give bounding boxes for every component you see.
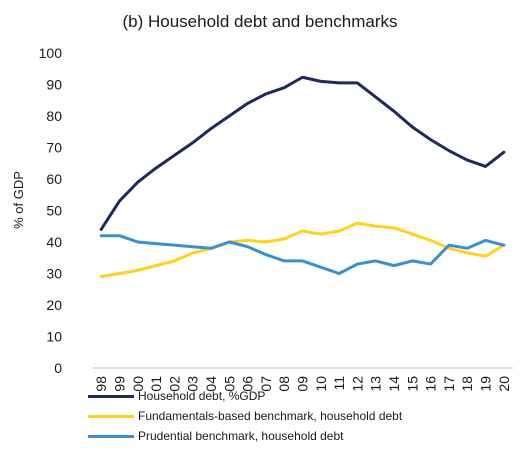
x-tick-label: 09 xyxy=(295,376,311,392)
y-tick-label: 0 xyxy=(54,360,62,376)
y-tick-label: 70 xyxy=(46,140,62,156)
y-tick-label: 80 xyxy=(46,108,62,124)
series-line-0 xyxy=(99,75,506,231)
y-tick-label: 90 xyxy=(46,77,62,93)
x-tick-label: 08 xyxy=(276,376,292,392)
x-tick-label: 18 xyxy=(459,376,475,392)
x-tick-label: 20 xyxy=(496,376,512,392)
x-tick-label: 17 xyxy=(441,376,457,392)
legend-label-household-debt: Household debt, %GDP xyxy=(138,389,266,403)
legend-swatch-household-debt xyxy=(88,394,134,398)
x-tick-label: 10 xyxy=(313,376,329,392)
legend: Household debt, %GDP Fundamentals-based … xyxy=(88,386,402,446)
series-line-2 xyxy=(99,234,506,275)
x-tick-label: 07 xyxy=(258,376,274,392)
x-tick-label: 99 xyxy=(111,376,127,392)
y-tick-label: 30 xyxy=(46,266,62,282)
x-tick-label: 01 xyxy=(148,376,164,392)
legend-item-prudential-benchmark: Prudential benchmark, household debt xyxy=(88,426,402,446)
x-tick-label: 04 xyxy=(203,376,219,392)
y-tick-label: 20 xyxy=(46,297,62,313)
y-tick-label: 50 xyxy=(46,203,62,219)
y-axis-ticks: 0 10 20 30 40 50 60 70 80 90 100 xyxy=(39,45,63,376)
x-tick-label: 03 xyxy=(185,376,201,392)
legend-label-fundamentals-benchmark: Fundamentals-based benchmark, household … xyxy=(138,409,403,423)
legend-swatch-prudential-benchmark xyxy=(88,434,134,438)
x-tick-label: 06 xyxy=(240,376,256,392)
y-axis-label: % of GDP xyxy=(11,171,26,229)
x-tick-label: 14 xyxy=(386,376,402,392)
series-line-1 xyxy=(99,221,506,279)
legend-label-prudential-benchmark: Prudential benchmark, household debt xyxy=(138,429,344,443)
x-tick-label: 19 xyxy=(478,376,494,392)
legend-item-fundamentals-benchmark: Fundamentals-based benchmark, household … xyxy=(88,406,402,426)
x-tick-label: 98 xyxy=(93,376,109,392)
y-tick-label: 10 xyxy=(46,329,62,345)
x-tick-label: 12 xyxy=(349,376,365,392)
chart-title: (b) Household debt and benchmarks xyxy=(122,12,398,31)
x-tick-label: 02 xyxy=(166,376,182,392)
y-tick-label: 100 xyxy=(39,45,63,61)
x-tick-label: 16 xyxy=(423,376,439,392)
x-tick-label: 13 xyxy=(368,376,384,392)
y-tick-label: 60 xyxy=(46,171,62,187)
x-axis-ticks: 98 99 00 01 02 03 04 05 06 07 08 09 10 11 12 13 14 15 16 17… xyxy=(93,376,512,392)
x-tick-label: 00 xyxy=(130,376,146,392)
legend-swatch-fundamentals-benchmark xyxy=(88,414,134,418)
legend-item-household-debt: Household debt, %GDP xyxy=(88,386,402,406)
y-tick-label: 40 xyxy=(46,234,62,250)
x-tick-label: 11 xyxy=(331,376,347,391)
x-tick-label: 15 xyxy=(404,376,420,392)
series-lines xyxy=(99,75,506,279)
x-tick-label: 05 xyxy=(221,376,237,392)
